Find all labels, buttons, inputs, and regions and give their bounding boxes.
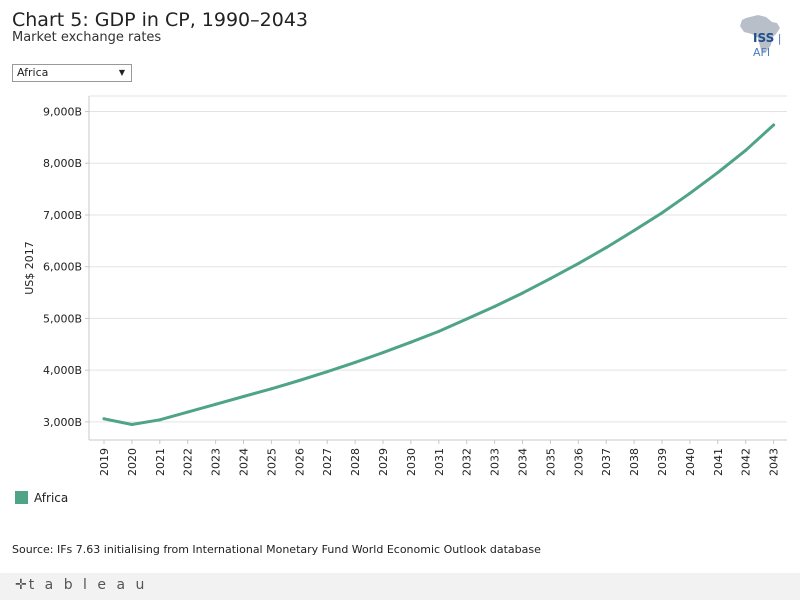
grid-lines (85, 95, 787, 423)
data-point (660, 211, 664, 215)
x-tick-label: 2023 (210, 448, 223, 476)
tableau-logo[interactable]: ✛ t a b l e a u (15, 577, 147, 593)
data-point (632, 228, 636, 232)
x-tick-label: 2021 (154, 448, 167, 476)
x-tick-label: 2027 (321, 448, 334, 476)
x-tick-label: 2019 (98, 448, 111, 476)
y-tick-label: 8,000B (43, 157, 82, 170)
y-tick-labels: 3,000B 4,000B 5,000B 6,000B 7,000B 8,000B 9,00… (43, 106, 82, 429)
x-tick-label: 2040 (684, 448, 697, 476)
chevron-down-icon: ▼ (118, 68, 125, 77)
y-tick-label: 6,000B (43, 261, 82, 274)
series-line-africa (102, 123, 776, 426)
data-point (548, 277, 552, 281)
x-tick-label: 2035 (544, 448, 557, 476)
series-group (102, 123, 776, 426)
data-point (186, 410, 190, 414)
data-point (297, 379, 301, 383)
data-point (493, 305, 497, 309)
y-tick-label: 3,000B (43, 416, 82, 429)
x-tick-label: 2034 (517, 448, 530, 476)
x-tick-label: 2038 (628, 448, 641, 476)
data-point (744, 148, 748, 152)
legend-label-africa: Africa (34, 491, 69, 505)
x-tick-label: 2037 (600, 448, 613, 476)
x-tick-label: 2032 (461, 448, 474, 476)
data-point (325, 370, 329, 374)
data-point (353, 360, 357, 364)
x-tick-label: 2033 (489, 448, 502, 476)
data-point (409, 340, 413, 344)
x-tick-label: 2024 (238, 448, 251, 476)
x-tick-label: 2020 (126, 448, 139, 476)
y-tick-label: 4,000B (43, 364, 82, 377)
africa-map-icon (736, 12, 792, 56)
x-tick-label: 2025 (265, 448, 278, 476)
iss-logo-divider: | (774, 32, 782, 45)
data-point (269, 387, 273, 391)
y-tick-label: 9,000B (43, 106, 82, 119)
tableau-plus-icon: ✛ (15, 577, 27, 593)
data-point (688, 191, 692, 195)
legend[interactable]: Africa (15, 491, 68, 505)
country-filter-value: Africa (17, 66, 49, 79)
chart-title: Chart 5: GDP in CP, 1990–2043 (12, 9, 309, 31)
iss-logo: ISS | AFI (753, 31, 800, 59)
x-tick-label: 2039 (656, 448, 669, 476)
y-tick-label: 7,000B (43, 209, 82, 222)
data-point (521, 291, 524, 295)
iss-logo-suffix: AFI (753, 46, 771, 59)
x-tick-label: 2031 (433, 448, 446, 476)
data-point (465, 317, 469, 321)
x-tick-label: 2029 (377, 448, 390, 476)
iss-logo-text: ISS (753, 31, 775, 45)
x-tick-label: 2043 (768, 448, 781, 476)
data-point (437, 329, 441, 333)
legend-swatch-africa (15, 491, 28, 504)
data-point (214, 402, 218, 406)
data-point (604, 246, 608, 250)
data-point (381, 351, 385, 355)
data-point (130, 422, 134, 426)
x-tick-label: 2036 (572, 448, 585, 476)
x-tick-label: 2022 (182, 448, 195, 476)
data-point (576, 262, 580, 266)
tableau-footer: ✛ t a b l e a u (0, 573, 800, 600)
chart-subtitle: Market exchange rates (12, 30, 162, 45)
data-point (772, 123, 776, 127)
y-tick-label: 5,000B (43, 312, 82, 325)
source-note: Source: IFs 7.63 initialising from Inter… (12, 543, 541, 556)
x-tick-label: 2030 (405, 448, 418, 476)
x-tick-label: 2041 (712, 448, 725, 476)
y-axis-label: US$ 2017 (23, 241, 36, 295)
x-tick-label: 2028 (349, 448, 362, 476)
country-filter-dropdown[interactable]: Africa ▼ (12, 64, 132, 82)
x-tick-label: 2026 (293, 448, 306, 476)
data-point (102, 417, 106, 421)
x-tick-label: 2042 (740, 448, 753, 476)
data-point (158, 418, 162, 422)
data-point (716, 171, 720, 175)
tableau-brand-text: t a b l e a u (28, 577, 148, 593)
data-point (242, 395, 245, 399)
x-tick-labels: 2019 2020 2021 2022 2023 2024 2025 2026 2027 2028… (98, 440, 781, 476)
